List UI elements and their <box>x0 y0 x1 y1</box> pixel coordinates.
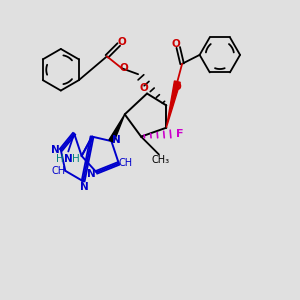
Text: O: O <box>140 83 148 93</box>
Text: CH: CH <box>52 166 66 176</box>
Text: CH: CH <box>118 158 132 168</box>
Text: N: N <box>50 145 59 155</box>
Text: CH₃: CH₃ <box>151 155 169 165</box>
Text: H: H <box>72 154 80 164</box>
Polygon shape <box>166 81 180 128</box>
Text: N: N <box>64 154 73 164</box>
Text: N: N <box>80 182 89 192</box>
Text: H: H <box>56 154 64 164</box>
Text: O: O <box>172 40 180 50</box>
Text: N: N <box>112 135 121 145</box>
Text: N: N <box>87 169 95 179</box>
Text: O: O <box>117 37 126 47</box>
Text: F: F <box>176 129 184 139</box>
Text: O: O <box>173 82 182 92</box>
Text: O: O <box>120 63 128 73</box>
Polygon shape <box>109 114 125 142</box>
